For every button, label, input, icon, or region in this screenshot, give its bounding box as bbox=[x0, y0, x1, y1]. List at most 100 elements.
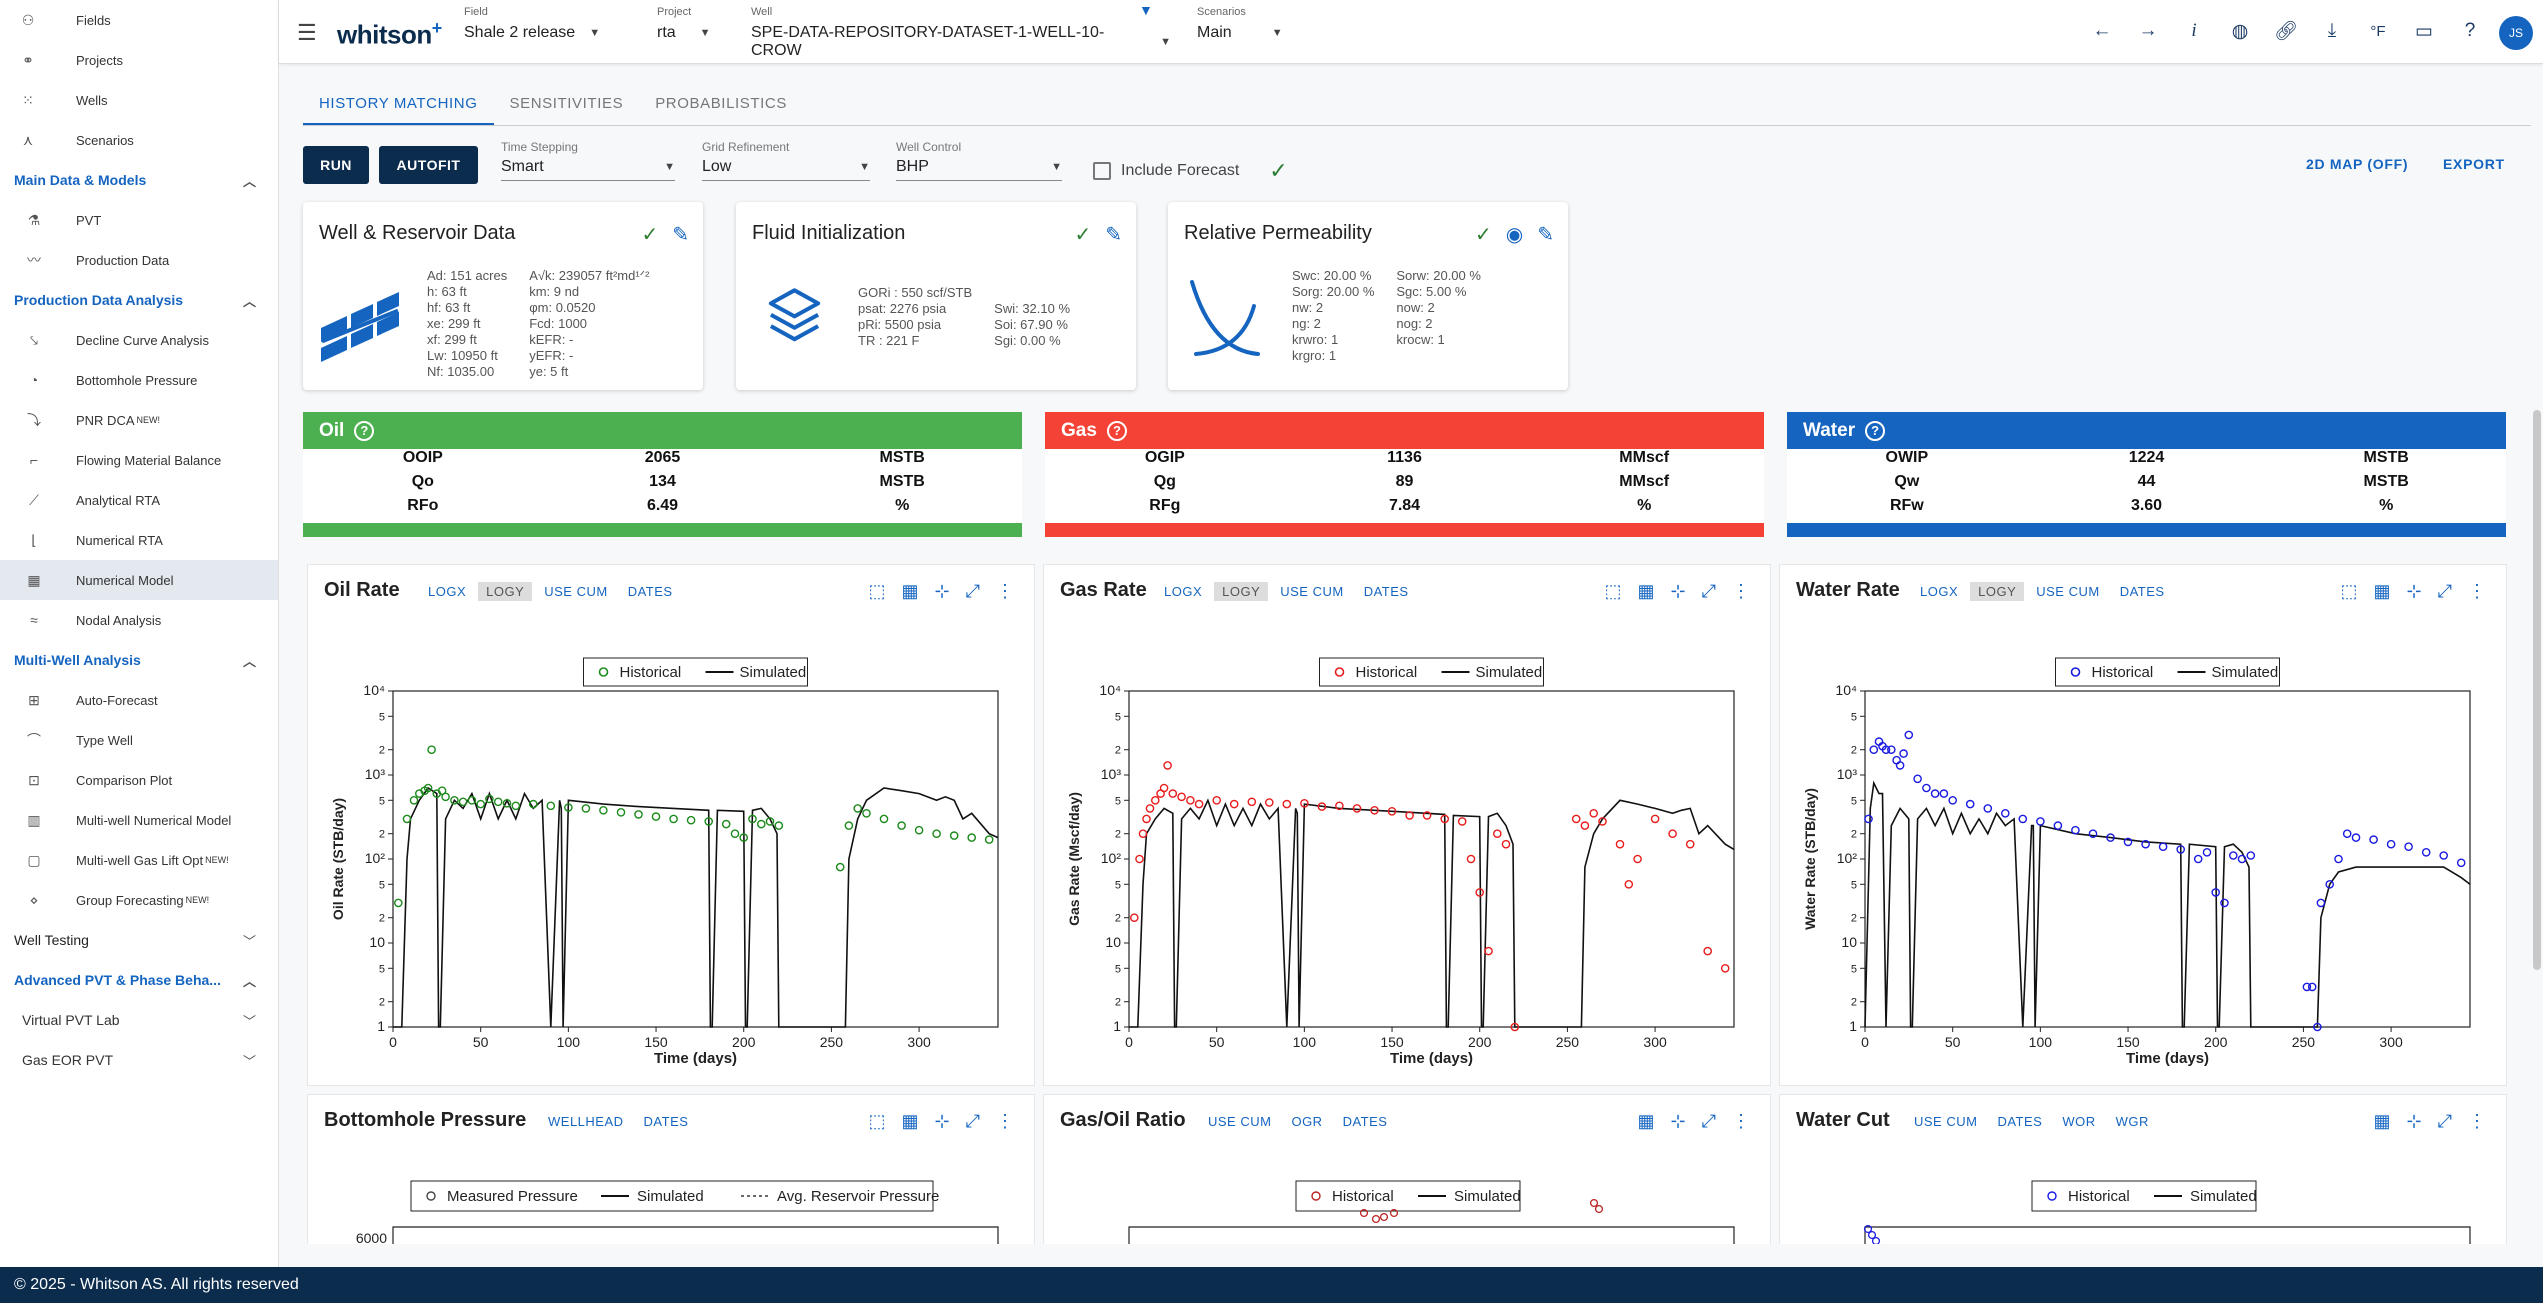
sidebar-item-numerical-rta[interactable]: ⌊ Numerical RTA bbox=[0, 520, 278, 560]
sidebar-item-scenarios[interactable]: ⋏ Scenarios bbox=[0, 120, 278, 160]
edit-icon[interactable]: ✎ bbox=[672, 224, 689, 246]
tab-probabilistics[interactable]: PROBABILISTICS bbox=[655, 95, 787, 112]
fullscreen-icon[interactable]: ⤢ bbox=[2437, 1111, 2452, 1131]
fullscreen-icon[interactable]: ⤢ bbox=[2437, 581, 2452, 601]
export-button[interactable]: EXPORT bbox=[2443, 156, 2505, 172]
fullscreen-icon[interactable]: ⤢ bbox=[1701, 581, 1716, 601]
info-icon[interactable]: i bbox=[2191, 20, 2197, 41]
sidebar-item-flowing-material-balance[interactable]: ⌐ Flowing Material Balance bbox=[0, 440, 278, 480]
fullscreen-icon[interactable]: ⤢ bbox=[965, 1111, 980, 1131]
sidebar-item-projects[interactable]: ⚭ Projects bbox=[0, 40, 278, 80]
table-icon[interactable]: ▦ bbox=[1637, 1111, 1655, 1131]
option-logx[interactable]: LOGX bbox=[1164, 584, 1203, 599]
sidebar-item-nodal-analysis[interactable]: ≈ Nodal Analysis bbox=[0, 600, 278, 640]
well-control-select[interactable]: Well Control BHP ▼ bbox=[896, 140, 1062, 181]
sidebar-item-pvt[interactable]: ⚗ PVT bbox=[0, 200, 278, 240]
option-dates[interactable]: DATES bbox=[643, 1114, 689, 1129]
fit-icon[interactable]: ⊹ bbox=[934, 581, 950, 601]
help-icon[interactable]: ? bbox=[1106, 420, 1127, 441]
sidebar-item-production-data[interactable]: 〰 Production Data bbox=[0, 240, 278, 280]
option-use-cum[interactable]: USE CUM bbox=[2036, 584, 2100, 599]
eye-icon[interactable]: ◉ bbox=[1505, 224, 1524, 246]
help-icon[interactable]: ? bbox=[1865, 420, 1886, 441]
tab-sensitivities[interactable]: SENSITIVITIES bbox=[509, 95, 624, 112]
lasso-icon[interactable]: ⬚ bbox=[1604, 581, 1622, 601]
autofit-button[interactable]: AUTOFIT bbox=[379, 146, 478, 184]
grid-refinement-select[interactable]: Grid Refinement Low ▼ bbox=[702, 140, 870, 181]
lasso-icon[interactable]: ⬚ bbox=[2340, 581, 2358, 601]
sidebar-item-group-forecasting[interactable]: ⋄ Group Forecasting NEW! bbox=[0, 880, 278, 920]
vertical-scrollbar[interactable] bbox=[2533, 410, 2541, 970]
scenarios-select[interactable]: Scenarios Main ▼ bbox=[1197, 6, 1307, 42]
sidebar-item-pnr-dca[interactable]: ⤵ PNR DCA NEW! bbox=[0, 400, 278, 440]
more-vert-icon[interactable]: ⋮ bbox=[996, 581, 1014, 601]
fit-icon[interactable]: ⊹ bbox=[1670, 1111, 1686, 1131]
field-select[interactable]: Field Shale 2 release ▼ bbox=[464, 6, 634, 42]
table-icon[interactable]: ▦ bbox=[901, 581, 919, 601]
more-vert-icon[interactable]: ⋮ bbox=[1732, 581, 1750, 601]
more-vert-icon[interactable]: ⋮ bbox=[2468, 1111, 2486, 1131]
sidebar-section-advanced-pvt[interactable]: Advanced PVT & Phase Beha... ︿ bbox=[0, 960, 278, 1000]
fullscreen-icon[interactable]: ⤢ bbox=[965, 581, 980, 601]
table-icon[interactable]: ▦ bbox=[2373, 1111, 2391, 1131]
table-icon[interactable]: ▦ bbox=[2373, 581, 2391, 601]
option-logx[interactable]: LOGX bbox=[428, 584, 467, 599]
option-wor[interactable]: WOR bbox=[2062, 1114, 2096, 1129]
help-icon[interactable]: ? bbox=[2464, 20, 2476, 41]
more-vert-icon[interactable]: ⋮ bbox=[1732, 1111, 1750, 1131]
fahrenheit-icon[interactable]: °F bbox=[2370, 22, 2386, 40]
arrow-left-icon[interactable]: ← bbox=[2092, 20, 2112, 41]
run-button[interactable]: RUN bbox=[303, 146, 369, 184]
option-use-cum[interactable]: USE CUM bbox=[1914, 1114, 1978, 1129]
sidebar-section-production-data-analysis[interactable]: Production Data Analysis ︿ bbox=[0, 280, 278, 320]
well-select[interactable]: Well SPE-DATA-REPOSITORY-DATASET-1-WELL-… bbox=[751, 6, 1171, 60]
sidebar-item-auto-forecast[interactable]: ⊞ Auto-Forecast bbox=[0, 680, 278, 720]
link-icon[interactable]: 🔗︎ bbox=[2273, 21, 2299, 42]
table-icon[interactable]: ▦ bbox=[1637, 581, 1655, 601]
option-dates[interactable]: DATES bbox=[1997, 1114, 2043, 1129]
sidebar-item-multi-well-gas-lift-opt[interactable]: ▢ Multi-well Gas Lift Opt NEW! bbox=[0, 840, 278, 880]
sidebar-section-multi-well-analysis[interactable]: Multi-Well Analysis ︿ bbox=[0, 640, 278, 680]
sidebar-item-type-well[interactable]: ⌒ Type Well bbox=[0, 720, 278, 760]
option-logx[interactable]: LOGX bbox=[1920, 584, 1959, 599]
sidebar-section-well-testing[interactable]: Well Testing ﹀ bbox=[0, 920, 278, 960]
option-use-cum[interactable]: USE CUM bbox=[1208, 1114, 1272, 1129]
option-dates[interactable]: DATES bbox=[2119, 584, 2165, 599]
project-select[interactable]: Project rta ▼ bbox=[657, 6, 737, 42]
globe-icon[interactable]: ◍ bbox=[2231, 20, 2249, 42]
option-logy[interactable]: LOGY bbox=[478, 582, 533, 601]
option-use-cum[interactable]: USE CUM bbox=[544, 584, 608, 599]
checkbox-box[interactable] bbox=[1093, 162, 1111, 180]
edit-icon[interactable]: ✎ bbox=[1537, 224, 1554, 246]
more-vert-icon[interactable]: ⋮ bbox=[2468, 581, 2486, 601]
include-forecast-checkbox[interactable]: Include Forecast ✓ bbox=[1093, 158, 1288, 184]
lasso-icon[interactable]: ⬚ bbox=[868, 1111, 886, 1131]
sidebar-item-multi-well-numerical-model[interactable]: ▥ Multi-well Numerical Model bbox=[0, 800, 278, 840]
help-icon[interactable]: ? bbox=[354, 420, 375, 441]
sidebar-item-analytical-rta[interactable]: ⟋ Analytical RTA bbox=[0, 480, 278, 520]
sidebar-item-wells[interactable]: ⁙ Wells bbox=[0, 80, 278, 120]
sidebar-item-bottomhole-pressure[interactable]: ◔ Bottomhole Pressure bbox=[0, 360, 278, 400]
lasso-icon[interactable]: ⬚ bbox=[868, 581, 886, 601]
fullscreen-icon[interactable]: ⤢ bbox=[1701, 1111, 1716, 1131]
sidebar-item-decline-curve-analysis[interactable]: ⤥ Decline Curve Analysis bbox=[0, 320, 278, 360]
tab-history-matching[interactable]: HISTORY MATCHING bbox=[303, 84, 494, 125]
option-wgr[interactable]: WGR bbox=[2115, 1114, 2149, 1129]
sidebar-item-virtual-pvt-lab[interactable]: Virtual PVT Lab ﹀ bbox=[0, 1000, 278, 1040]
table-icon[interactable]: ▦ bbox=[901, 1111, 919, 1131]
feedback-icon[interactable]: ▭ bbox=[2415, 20, 2433, 42]
arrow-right-icon[interactable]: → bbox=[2138, 20, 2158, 41]
option-dates[interactable]: DATES bbox=[1342, 1114, 1388, 1129]
filter-icon[interactable]: ▼ bbox=[1139, 2, 1153, 18]
sidebar-item-gas-eor-pvt[interactable]: Gas EOR PVT ﹀ bbox=[0, 1040, 278, 1080]
sidebar-item-numerical-model[interactable]: ▦ Numerical Model bbox=[0, 560, 278, 600]
option-use-cum[interactable]: USE CUM bbox=[1280, 584, 1344, 599]
download-icon[interactable]: ⤓ bbox=[2327, 20, 2337, 41]
2d-map-button[interactable]: 2D MAP (OFF) bbox=[2306, 156, 2409, 172]
fit-icon[interactable]: ⊹ bbox=[2406, 1111, 2422, 1131]
sidebar-section-main-data-models[interactable]: Main Data & Models ︿ bbox=[0, 160, 278, 200]
menu-icon[interactable]: ☰ bbox=[297, 20, 317, 45]
option-ogr[interactable]: OGR bbox=[1291, 1114, 1323, 1129]
time-stepping-select[interactable]: Time Stepping Smart ▼ bbox=[501, 140, 675, 181]
fit-icon[interactable]: ⊹ bbox=[934, 1111, 950, 1131]
